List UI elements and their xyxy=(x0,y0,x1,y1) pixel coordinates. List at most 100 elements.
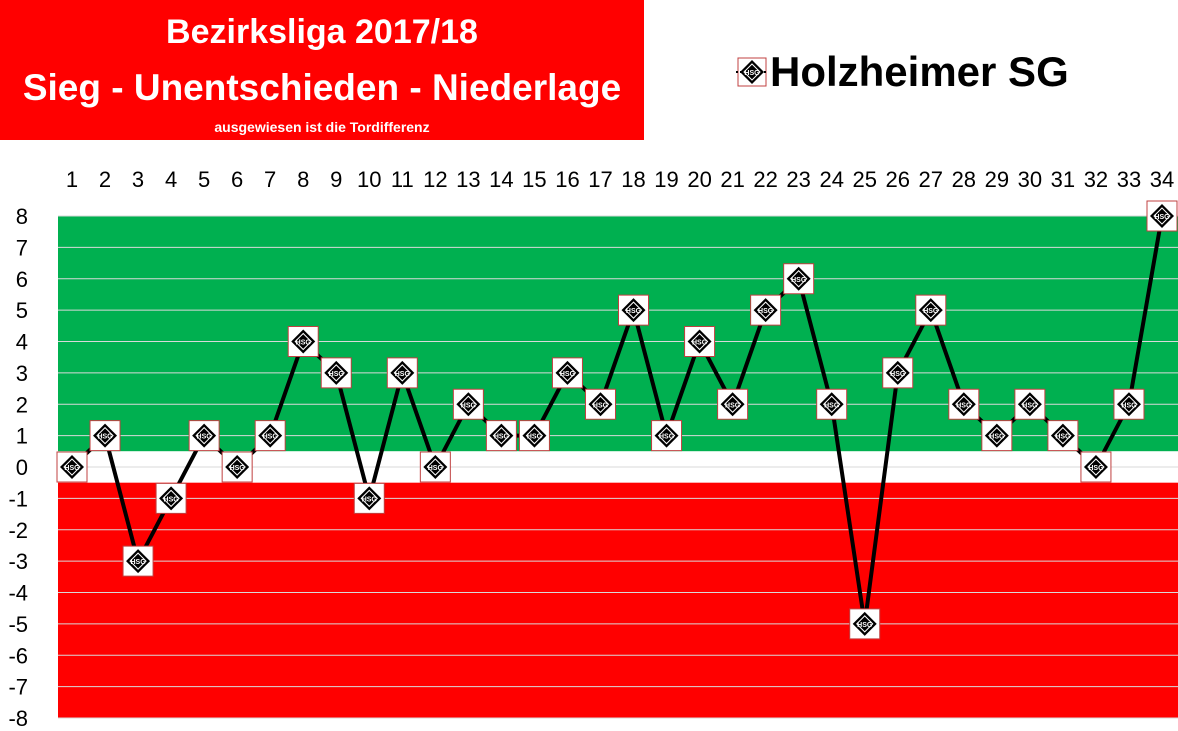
x-tick-label: 14 xyxy=(489,167,513,192)
x-tick-label: 23 xyxy=(786,167,810,192)
x-axis-ticks: 1 2 3 4 5 6 7 8 9 10 11 12 13 14 15 16 17 18 19 20 21 22 23 24 2… xyxy=(66,167,1174,192)
data-point: HSG xyxy=(816,388,848,420)
svg-text:HSG: HSG xyxy=(230,465,246,472)
x-tick-label: 34 xyxy=(1150,167,1174,192)
svg-text:HSG: HSG xyxy=(362,496,378,503)
data-point: HSG xyxy=(122,545,154,577)
data-point: HSG xyxy=(1113,388,1145,420)
svg-text:HSG: HSG xyxy=(824,402,840,409)
y-tick-label: -5 xyxy=(8,612,28,637)
data-point: HSG xyxy=(419,451,451,483)
svg-text:HSG: HSG xyxy=(659,434,675,441)
band-niederlage xyxy=(58,482,1178,718)
x-tick-label: 18 xyxy=(621,167,645,192)
x-tick-label: 25 xyxy=(852,167,876,192)
svg-text:HSG: HSG xyxy=(428,465,444,472)
data-point: HSG xyxy=(452,388,484,420)
y-tick-label: 1 xyxy=(16,424,28,449)
x-tick-label: 33 xyxy=(1117,167,1141,192)
x-tick-label: 4 xyxy=(165,167,177,192)
x-tick-label: 12 xyxy=(423,167,447,192)
svg-text:HSG: HSG xyxy=(1154,214,1170,221)
svg-text:HSG: HSG xyxy=(263,434,279,441)
x-tick-label: 9 xyxy=(330,167,342,192)
hsg-diamond-marker-icon: HSG xyxy=(736,57,768,87)
chart-title-line2: Sieg - Unentschieden - Niederlage xyxy=(22,67,622,108)
svg-text:HSG: HSG xyxy=(97,434,113,441)
x-tick-label: 5 xyxy=(198,167,210,192)
svg-text:HSG: HSG xyxy=(197,434,213,441)
svg-text:HSG: HSG xyxy=(758,308,774,315)
y-tick-label: -7 xyxy=(8,675,28,700)
y-tick-label: -6 xyxy=(8,643,28,668)
series-holzheimer-sg: HSG HSG HSG HSG HSG HSG HSG HSG HSG HSG HSG HSG HSG H… xyxy=(56,200,1178,640)
svg-text:HSG: HSG xyxy=(560,371,576,378)
x-tick-label: 8 xyxy=(297,167,309,192)
x-tick-label: 16 xyxy=(555,167,579,192)
data-point: HSG xyxy=(485,420,517,452)
y-tick-label: 2 xyxy=(16,392,28,417)
x-tick-label: 3 xyxy=(132,167,144,192)
y-axis-ticks: 8 7 6 5 4 3 2 1 0 -1 -2 -3 -4 -5 -6 -7 -8 xyxy=(8,204,28,731)
data-point: HSG xyxy=(948,388,980,420)
x-tick-label: 1 xyxy=(66,167,78,192)
data-point: HSG xyxy=(551,357,583,389)
x-tick-label: 10 xyxy=(357,167,381,192)
y-tick-label: -3 xyxy=(8,549,28,574)
x-tick-label: 31 xyxy=(1051,167,1075,192)
x-tick-label: 20 xyxy=(687,167,711,192)
y-tick-label: -4 xyxy=(8,581,28,606)
svg-text:HSG: HSG xyxy=(395,371,411,378)
data-point: HSG xyxy=(651,420,683,452)
data-point: HSG xyxy=(353,482,385,514)
svg-text:HSG: HSG xyxy=(1055,434,1071,441)
svg-text:HSG: HSG xyxy=(692,340,708,347)
svg-text:HSG: HSG xyxy=(744,70,760,77)
x-tick-label: 29 xyxy=(985,167,1009,192)
series-line xyxy=(70,215,1164,626)
y-tick-label: 3 xyxy=(16,361,28,386)
svg-text:HSG: HSG xyxy=(857,622,873,629)
y-tick-label: 7 xyxy=(16,235,28,260)
svg-text:HSG: HSG xyxy=(1088,465,1104,472)
data-point: HSG xyxy=(287,326,319,357)
data-point: HSG xyxy=(584,388,616,420)
title-box: Bezirksliga 2017/18 Sieg - Unentschieden… xyxy=(0,0,644,140)
data-point: HSG xyxy=(882,357,914,389)
x-tick-label: 21 xyxy=(720,167,744,192)
svg-text:HSG: HSG xyxy=(593,402,609,409)
svg-text:HSG: HSG xyxy=(890,371,906,378)
svg-text:HSG: HSG xyxy=(626,308,642,315)
svg-text:HSG: HSG xyxy=(164,496,180,503)
x-tick-label: 26 xyxy=(886,167,910,192)
svg-text:HSG: HSG xyxy=(725,402,741,409)
data-point: HSG xyxy=(155,482,187,514)
data-point: HSG xyxy=(750,294,782,326)
svg-text:HSG: HSG xyxy=(956,402,972,409)
data-point: HSG xyxy=(1146,200,1178,232)
x-tick-label: 11 xyxy=(391,167,414,192)
x-tick-label: 28 xyxy=(952,167,976,192)
x-tick-label: 2 xyxy=(99,167,111,192)
svg-text:HSG: HSG xyxy=(461,402,477,409)
x-tick-label: 22 xyxy=(753,167,777,192)
data-point: HSG xyxy=(618,294,650,326)
svg-text:HSG: HSG xyxy=(791,277,807,284)
svg-text:HSG: HSG xyxy=(989,434,1005,441)
data-point: HSG xyxy=(684,326,716,357)
data-point: HSG xyxy=(320,357,352,389)
data-point: HSG xyxy=(783,263,815,295)
x-tick-label: 6 xyxy=(231,167,243,192)
data-point: HSG xyxy=(386,357,418,389)
svg-text:HSG: HSG xyxy=(1022,402,1038,409)
svg-text:HSG: HSG xyxy=(923,308,939,315)
x-tick-label: 15 xyxy=(522,167,546,192)
data-point: HSG xyxy=(89,420,121,452)
data-point: HSG xyxy=(254,420,286,452)
x-tick-label: 30 xyxy=(1018,167,1042,192)
legend-label: Holzheimer SG xyxy=(770,48,1069,95)
x-tick-label: 24 xyxy=(819,167,843,192)
chart-title: Bezirksliga 2017/18 xyxy=(166,13,478,51)
y-tick-label: -2 xyxy=(8,518,28,543)
y-tick-label: 0 xyxy=(16,455,28,480)
